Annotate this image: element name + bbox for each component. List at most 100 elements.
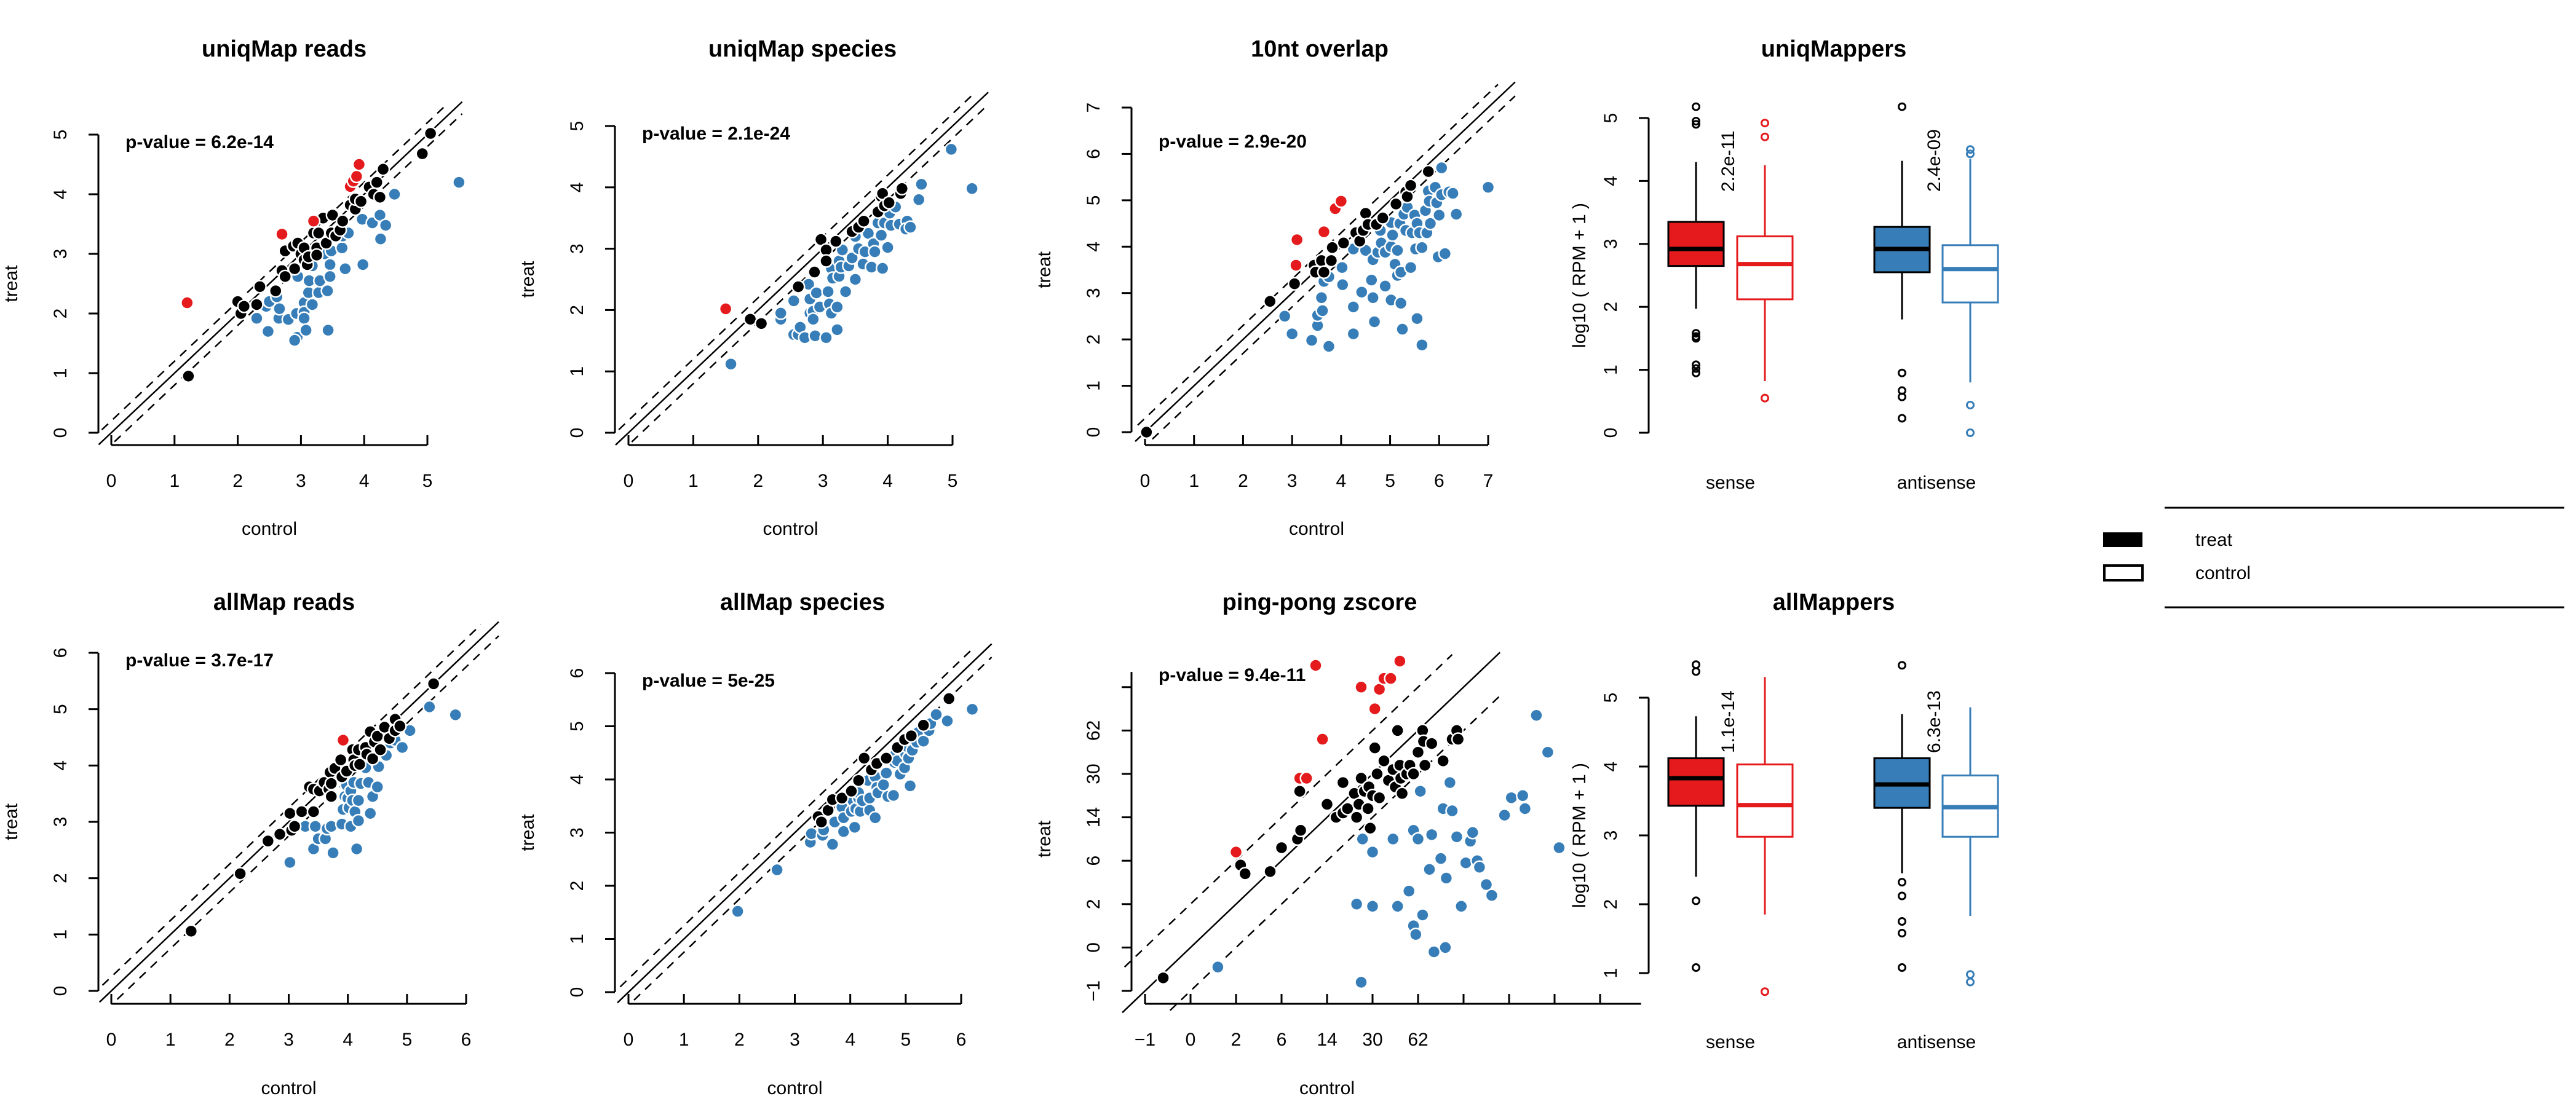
outlier <box>1692 963 1700 972</box>
point-down <box>1415 337 1429 352</box>
y-tick-label: 1 <box>1084 381 1104 391</box>
x-tick-label: 0 <box>624 1030 634 1050</box>
box-antisense-treat <box>1873 102 1931 423</box>
y-tick-label: 1 <box>50 368 71 379</box>
point-neutral <box>283 806 297 821</box>
x-axis-label: control <box>242 519 297 539</box>
panel-uniqmappers: uniqMappers 0 1 2 3 4 5 log10 ( RPM + 1 ) sense a… <box>1569 36 1999 493</box>
x-tick-label: 4 <box>359 471 370 491</box>
point-neutral <box>1363 821 1377 835</box>
y-tick-label: −1 <box>1084 980 1104 1001</box>
x-tick-label: 14 <box>1317 1030 1337 1050</box>
outlier <box>1761 119 1769 128</box>
point-neutral <box>1287 277 1302 291</box>
upper-band-line <box>619 645 976 988</box>
point-down <box>903 220 917 234</box>
point-down <box>1366 291 1380 305</box>
p-value-annotation: p-value = 2.1e-24 <box>642 124 790 144</box>
point-down <box>868 245 882 259</box>
point-down <box>1335 277 1350 292</box>
point-down <box>320 283 335 298</box>
x-tick-label: 5 <box>948 471 958 491</box>
x-tick-label: 1 <box>1189 471 1199 491</box>
y-tick-label: 6 <box>1084 149 1104 159</box>
outlier <box>1692 368 1700 377</box>
panel-title: uniqMappers <box>1761 36 1906 62</box>
box-sense-treat <box>1667 660 1725 972</box>
y-tick-label: 2 <box>1601 899 1621 910</box>
point-up <box>1289 258 1303 272</box>
point-down <box>1211 960 1225 974</box>
upper-band-line <box>618 95 973 430</box>
x-tick-label: 4 <box>845 1030 855 1050</box>
point-neutral <box>844 784 858 799</box>
x-tick-label: 6 <box>1277 1030 1287 1050</box>
y-tick-label: 5 <box>1601 113 1621 124</box>
point-down <box>1529 708 1544 722</box>
point-down <box>808 329 822 343</box>
panel-title: allMappers <box>1773 590 1895 615</box>
point-down <box>848 272 863 286</box>
panel-title: allMap reads <box>213 590 355 615</box>
point-down <box>349 842 364 856</box>
x-tick-label: 7 <box>1483 471 1494 491</box>
point-down <box>351 813 366 828</box>
outlier <box>1898 414 1906 423</box>
p-value-annotation: p-value = 6.2e-14 <box>125 132 274 152</box>
lower-band-line <box>1152 95 1516 440</box>
x-tick-label: 30 <box>1362 1030 1382 1050</box>
point-down <box>809 286 823 300</box>
y-axis-label: treat <box>518 814 538 851</box>
point-down <box>370 779 384 794</box>
y-tick-label: 2 <box>1601 302 1621 312</box>
point-neutral <box>1377 754 1391 768</box>
point-neutral <box>1320 797 1334 811</box>
point-neutral <box>1411 745 1425 759</box>
point-down <box>1304 333 1319 347</box>
y-tick-label: 2 <box>1084 334 1104 345</box>
point-down <box>308 819 323 834</box>
x-tick-label: 3 <box>790 1030 800 1050</box>
point-down <box>1365 273 1379 287</box>
point-neutral <box>309 248 324 262</box>
p-value-annotation: p-value = 2.9e-20 <box>1159 132 1307 152</box>
point-down <box>1427 945 1441 959</box>
point-up <box>1317 224 1331 239</box>
p-value-annotation: p-value = 9.4e-11 <box>1159 665 1306 685</box>
x-tick-label: 6 <box>1434 471 1445 491</box>
point-up <box>1384 671 1398 685</box>
point-down <box>886 788 901 803</box>
point-down <box>1449 830 1464 844</box>
point-down <box>326 846 340 860</box>
y-tick-label: 0 <box>1084 427 1104 438</box>
y-tick-label: 2 <box>50 309 71 319</box>
x-tick-label: 2 <box>753 471 763 491</box>
point-down <box>838 285 853 299</box>
point-down <box>287 333 302 347</box>
point-neutral <box>1354 771 1368 786</box>
point-down <box>305 298 320 312</box>
y-tick-label: 3 <box>50 249 71 259</box>
point-neutral <box>354 194 368 208</box>
outlier <box>1761 132 1769 141</box>
outlier <box>1966 149 1975 159</box>
point-neutral <box>1436 754 1450 768</box>
point-down <box>1454 899 1468 913</box>
outlier <box>1692 360 1700 369</box>
point-down <box>283 855 297 870</box>
point-neutral <box>237 299 252 313</box>
point-neutral <box>269 283 283 298</box>
point-down <box>1415 240 1429 255</box>
point-down <box>1472 860 1487 875</box>
x-tick-label: 4 <box>882 471 893 491</box>
point-down <box>1413 784 1427 799</box>
point-down <box>321 323 335 337</box>
box-antisense-treat <box>1873 661 1931 972</box>
point-down <box>944 142 959 157</box>
legend-label-treat: treat <box>2195 530 2233 550</box>
point-neutral <box>324 789 338 803</box>
point-neutral <box>1361 802 1375 816</box>
point-down <box>1435 160 1449 175</box>
x-tick-label: 3 <box>283 1030 294 1050</box>
outlier <box>1692 117 1700 126</box>
